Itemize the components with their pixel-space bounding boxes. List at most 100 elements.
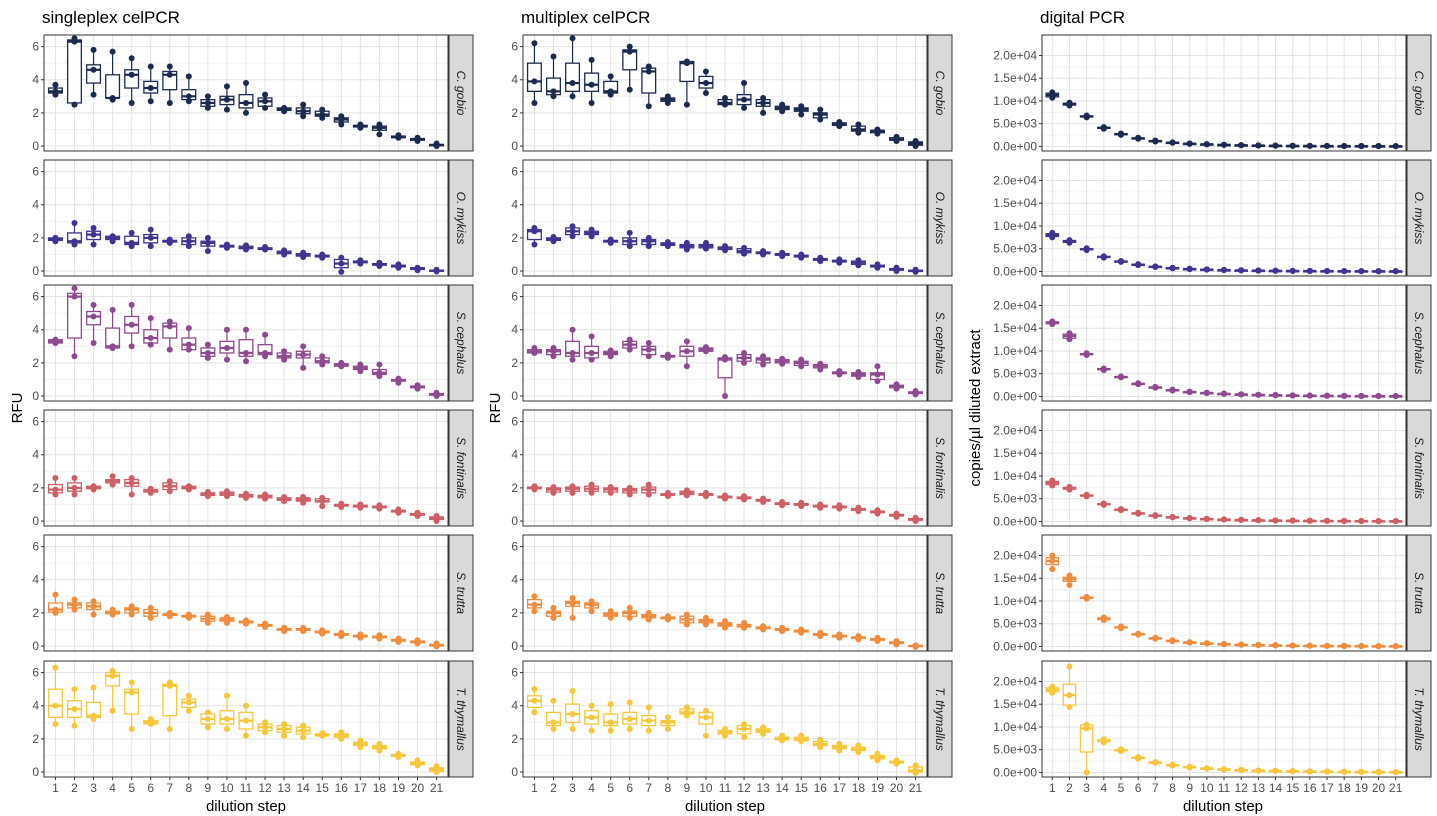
data-point	[798, 111, 805, 118]
data-point	[71, 596, 78, 603]
x-tick-label: 5	[128, 781, 135, 795]
data-point	[204, 248, 211, 255]
data-point	[90, 712, 97, 719]
box-9	[200, 341, 216, 361]
box-21	[1388, 143, 1403, 150]
box-11	[238, 702, 254, 739]
y-tick-label: 0	[511, 765, 518, 779]
data-point	[626, 725, 633, 732]
box-body	[66, 39, 83, 104]
data-point	[893, 757, 900, 764]
data-point	[645, 346, 652, 353]
x-tick-label: 18	[373, 781, 387, 795]
box-1	[47, 591, 63, 616]
box-20	[409, 637, 426, 647]
data-point	[588, 727, 595, 734]
data-point	[128, 229, 135, 236]
data-point	[319, 358, 326, 365]
box-18	[850, 257, 866, 269]
box-21	[908, 266, 924, 275]
data-point	[855, 742, 862, 749]
data-point	[664, 351, 671, 358]
box-18	[371, 740, 387, 754]
plot-panels: 0 2 4 6 C. gobio 0 2 4 6 O. mykiss 0 2 4 6 S. cephalus…	[32, 34, 1432, 795]
data-point	[855, 504, 862, 511]
box-8	[181, 483, 197, 493]
facet-strip	[1406, 534, 1432, 652]
data-point	[71, 293, 78, 300]
data-point	[262, 719, 269, 726]
data-point	[702, 239, 709, 246]
box-14	[295, 343, 311, 371]
data-point	[588, 608, 595, 615]
box-13	[755, 623, 771, 633]
data-point	[1341, 768, 1348, 775]
data-point	[798, 251, 805, 258]
data-point	[357, 737, 364, 744]
data-point	[626, 484, 633, 491]
box-16	[333, 500, 349, 510]
data-point	[626, 238, 633, 245]
data-point	[185, 98, 192, 105]
data-point	[128, 689, 135, 696]
data-point	[1186, 514, 1193, 521]
box-body	[162, 683, 178, 717]
box-3	[565, 483, 581, 496]
box-1	[526, 344, 542, 356]
y-tick-label: 6	[32, 415, 39, 429]
data-point	[52, 591, 59, 598]
box-15	[1285, 392, 1300, 399]
data-point	[128, 679, 135, 686]
box-3	[565, 687, 581, 732]
data-point	[1135, 753, 1142, 760]
data-point	[1238, 516, 1245, 523]
box-8	[660, 239, 676, 250]
data-point	[90, 241, 97, 248]
data-point	[90, 684, 97, 691]
box-6	[622, 604, 638, 621]
data-point	[645, 243, 652, 250]
data-point	[569, 711, 576, 718]
box-7	[162, 236, 178, 246]
data-point	[376, 502, 383, 509]
data-point	[357, 501, 364, 508]
data-point	[836, 368, 843, 375]
box-15	[793, 626, 809, 636]
data-point	[1203, 389, 1210, 396]
y-tick-label: 2	[32, 481, 39, 495]
box-6	[1131, 261, 1145, 269]
data-point	[683, 363, 690, 370]
facet-label: S. fontinalis	[933, 437, 947, 499]
box-17	[831, 119, 847, 130]
data-point	[779, 101, 786, 108]
y-tick-label: 0.0e+00	[993, 514, 1037, 528]
box-9	[1182, 639, 1197, 646]
box-16	[812, 629, 828, 640]
data-point	[569, 725, 576, 732]
box-20	[888, 638, 905, 648]
box-4	[1096, 253, 1111, 261]
data-point	[414, 757, 421, 764]
facet-label: S. fontinalis	[1412, 437, 1426, 499]
box-10	[219, 614, 235, 626]
facet-label: C. gobio	[1412, 71, 1426, 116]
data-point	[645, 63, 652, 70]
data-point	[1392, 518, 1399, 525]
data-point	[645, 609, 652, 616]
box-2	[66, 596, 83, 613]
data-point	[1341, 142, 1348, 149]
data-point	[90, 483, 97, 490]
box-5	[1114, 746, 1128, 755]
data-point	[569, 483, 576, 490]
data-point	[569, 326, 576, 333]
panel-border	[43, 159, 449, 277]
data-point	[147, 609, 154, 616]
data-point	[1169, 264, 1176, 271]
panel-2-0: 0.0e+00 5.0e+03 1.0e+04 1.5e+04 2.0e+04 C. go…	[993, 34, 1432, 153]
data-point	[166, 346, 173, 353]
data-point	[1049, 683, 1056, 690]
data-point	[223, 344, 230, 351]
data-point	[357, 631, 364, 638]
data-point	[52, 474, 59, 481]
